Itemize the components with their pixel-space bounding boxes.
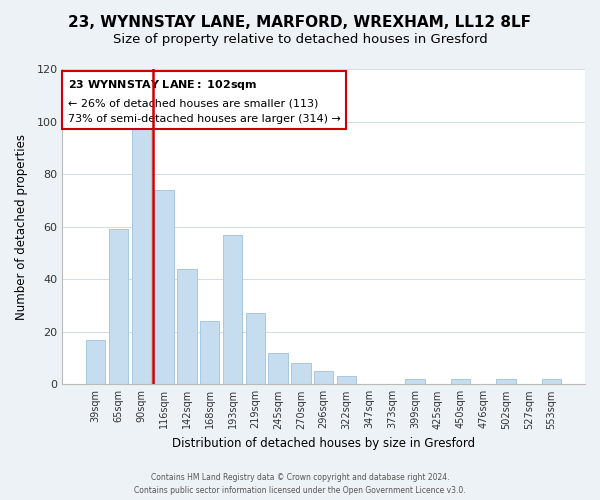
Bar [337,376,356,384]
Text: $\bf{23\ WYNNSTAY\ LANE:\ 102sqm}$
← 26% of detached houses are smaller (113)
73: $\bf{23\ WYNNSTAY\ LANE:\ 102sqm}$ ← 26%… [68,78,340,124]
Bar [268,353,288,384]
Bar [177,268,197,384]
Bar [109,230,128,384]
Text: 23, WYNNSTAY LANE, MARFORD, WREXHAM, LL12 8LF: 23, WYNNSTAY LANE, MARFORD, WREXHAM, LL1… [68,15,532,30]
Y-axis label: Number of detached properties: Number of detached properties [15,134,28,320]
Text: Size of property relative to detached houses in Gresford: Size of property relative to detached ho… [113,32,487,46]
Bar [542,379,561,384]
Text: Contains HM Land Registry data © Crown copyright and database right 2024.
Contai: Contains HM Land Registry data © Crown c… [134,474,466,495]
Bar [245,314,265,384]
Bar [131,124,151,384]
Bar [86,340,106,384]
Bar [314,371,334,384]
Bar [154,190,174,384]
Bar [223,234,242,384]
Bar [496,379,515,384]
Bar [291,364,311,384]
Bar [451,379,470,384]
Bar [200,321,220,384]
X-axis label: Distribution of detached houses by size in Gresford: Distribution of detached houses by size … [172,437,475,450]
Bar [405,379,425,384]
